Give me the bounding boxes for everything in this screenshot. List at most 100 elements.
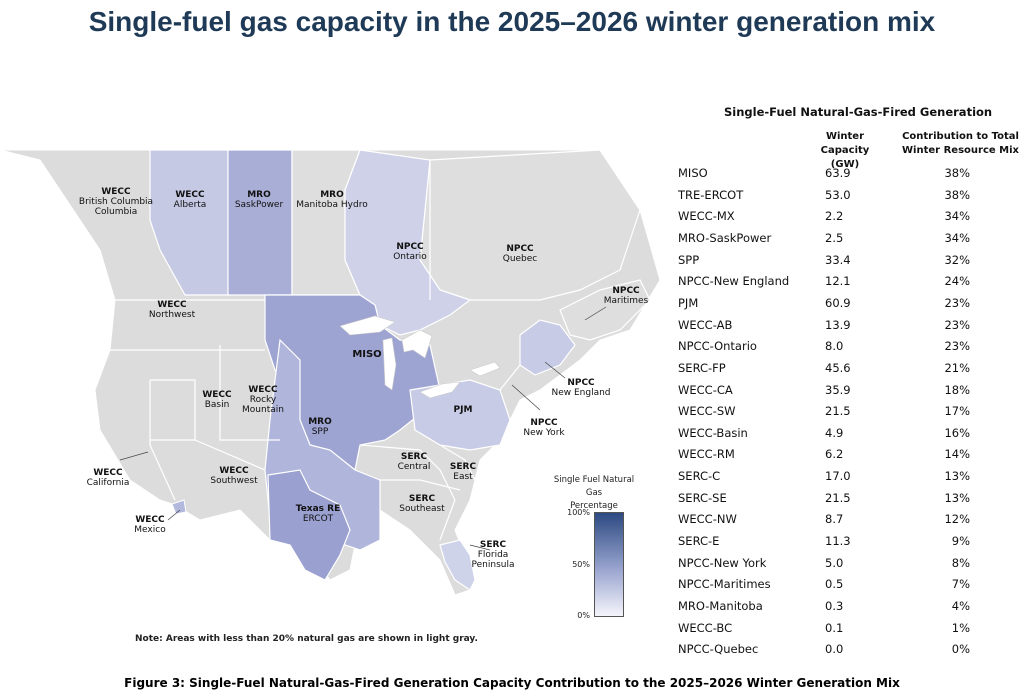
row-capacity: 21.5 [825, 404, 851, 419]
legend-tick-0: 0% [577, 611, 590, 620]
region-ercot [267, 469, 351, 581]
row-area: WECC-SW [678, 404, 736, 419]
row-share: 24% [944, 274, 970, 289]
row-area: WECC-BC [678, 620, 733, 635]
table-row: SERC-FP 45.6 21% [670, 361, 1024, 382]
region-npcc-ne [519, 319, 576, 376]
map-label-wecc-nw: WECC Northwest [148, 300, 196, 320]
table-header-contribution: Contribution to Total Winter Resource Mix [902, 131, 1019, 156]
assessment-area-map: WECC British Columbia Columbia WECC Alberta… [0, 100, 680, 660]
table-row: WECC-Basin 4.9 16% [670, 426, 1024, 447]
region-npcc-ontario [344, 149, 472, 336]
row-area: WECC-RM [678, 447, 735, 462]
legend-tick-50: 50% [572, 560, 590, 569]
row-capacity: 21.5 [825, 490, 851, 505]
table-row: SERC-C 17.0 13% [670, 469, 1024, 490]
table-row: SERC-E 11.3 9% [670, 534, 1024, 555]
row-area: WECC-CA [678, 382, 733, 397]
row-area: SERC-FP [678, 360, 726, 375]
row-share: 34% [944, 230, 970, 245]
map-label-wecc-rm: WECC Rocky Mountain [242, 385, 284, 415]
table-header-capacity: Winter Capacity (GW) [820, 131, 870, 170]
map-label-serc-fp: SERC Florida Peninsula [471, 540, 515, 570]
row-area: WECC-AB [678, 317, 733, 332]
table-row: WECC-RM 6.2 14% [670, 447, 1024, 468]
row-share: 18% [944, 382, 970, 397]
row-share: 14% [944, 447, 970, 462]
row-capacity: 0.0 [825, 642, 844, 657]
region-serc-fp [439, 539, 476, 591]
row-capacity: 11.3 [825, 534, 851, 549]
row-capacity: 4.9 [825, 425, 844, 440]
table-row: NPCC-Quebec 0.0 0% [670, 642, 1024, 663]
map-label-serc-e: SERC East [449, 462, 477, 482]
table-row: WECC-SW 21.5 17% [670, 404, 1024, 425]
row-capacity: 6.2 [825, 447, 844, 462]
legend-tick-100: 100% [567, 508, 590, 517]
row-area: NPCC-Ontario [678, 339, 757, 354]
map-label-miso: MISO [352, 349, 382, 360]
map-label-mro-saskpower: MRO SaskPower [234, 190, 284, 210]
row-area: TRE-ERCOT [678, 187, 744, 202]
row-area: MRO-SaskPower [678, 230, 772, 245]
row-area: NPCC-New England [678, 274, 790, 289]
row-capacity: 45.6 [825, 360, 851, 375]
row-area: SPP [678, 252, 700, 267]
map-label-serc-se: SERC Southeast [399, 494, 445, 514]
table-row: MRO-Manitoba 0.3 4% [670, 599, 1024, 620]
table-row: PJM 60.9 23% [670, 296, 1024, 317]
row-share: 13% [944, 469, 970, 484]
row-capacity: 8.0 [825, 339, 844, 354]
row-capacity: 33.4 [825, 252, 851, 267]
row-area: NPCC-Quebec [678, 642, 759, 657]
row-capacity: 35.9 [825, 382, 851, 397]
row-share: 9% [951, 534, 970, 549]
page-title: Single-fuel gas capacity in the 2025–202… [88, 6, 936, 37]
map-label-npcc-ne: NPCC New England [551, 378, 611, 398]
row-area: SERC-SE [678, 490, 727, 505]
row-capacity: 12.1 [825, 274, 851, 289]
row-capacity: 5.0 [825, 555, 844, 570]
table-row: WECC-CA 35.9 18% [670, 383, 1024, 404]
map-label-spp: MRO SPP [308, 417, 332, 437]
table-row: NPCC-Ontario 8.0 23% [670, 339, 1024, 360]
row-capacity: 2.5 [825, 230, 844, 245]
row-area: WECC-NW [678, 512, 737, 527]
region-mro-saskpower [227, 149, 293, 296]
region-npcc-maritimes [559, 279, 651, 341]
map-label-npcc-quebec: NPCC Quebec [502, 244, 538, 264]
table-row: NPCC-New England 12.1 24% [670, 274, 1024, 295]
map-note: Note: Areas with less than 20% natural g… [135, 634, 478, 644]
map-label-wecc-mx: WECC Mexico [134, 515, 166, 535]
map-label-mro-manitoba: MRO Manitoba Hydro [296, 190, 368, 210]
map-label-wecc-bc: WECC British Columbia Columbia [78, 187, 154, 217]
row-share: 7% [951, 577, 970, 592]
row-capacity: 13.9 [825, 317, 851, 332]
leader-lines [119, 306, 607, 551]
row-area: WECC-MX [678, 209, 735, 224]
row-capacity: 8.7 [825, 512, 844, 527]
region-wecc-mx [171, 499, 187, 515]
table-row: WECC-BC 0.1 1% [670, 621, 1024, 642]
region-borders [110, 160, 521, 541]
row-capacity: 0.5 [825, 577, 844, 592]
row-share: 38% [944, 166, 970, 180]
map-label-npcc-ontario: NPCC Ontario [393, 242, 427, 262]
row-area: MRO-Manitoba [678, 599, 763, 613]
row-share: 32% [944, 252, 970, 267]
row-capacity: 0.3 [825, 599, 844, 613]
row-capacity: 53.0 [825, 187, 851, 202]
row-share: 38% [944, 187, 970, 202]
map-label-wecc-ab: WECC Alberta [173, 190, 207, 210]
row-area: NPCC-Maritimes [678, 577, 771, 592]
row-share: 17% [944, 404, 970, 419]
legend-title: Single Fuel Natural Gas Percentage [553, 475, 635, 511]
row-area: PJM [678, 295, 699, 310]
table-row: WECC-NW 8.7 12% [670, 512, 1024, 533]
map-label-wecc-ca: WECC California [86, 468, 130, 488]
map-shapes [0, 149, 661, 596]
row-share: 4% [951, 599, 970, 613]
row-share: 8% [951, 555, 970, 570]
table-row: NPCC-Maritimes 0.5 7% [670, 577, 1024, 598]
row-area: SERC-C [678, 469, 721, 484]
